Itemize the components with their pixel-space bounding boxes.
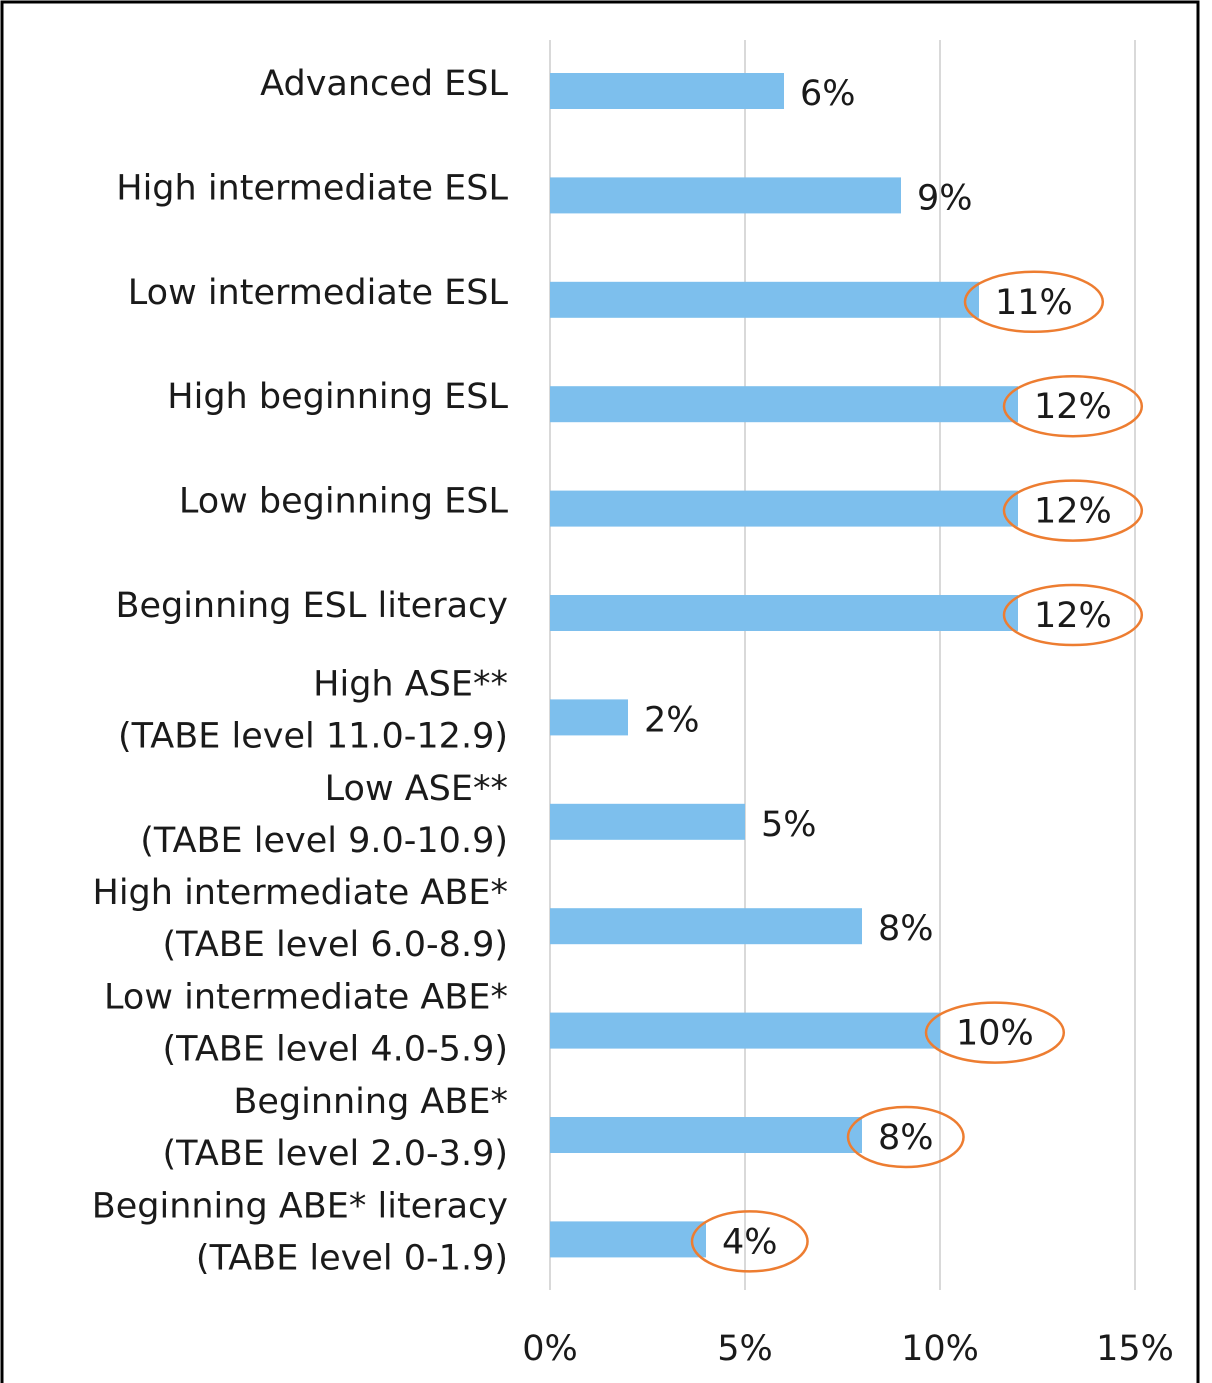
bar: [550, 73, 784, 109]
y-tick-label: Low beginning ESL: [179, 482, 509, 522]
bar: [550, 908, 862, 945]
bar: [550, 803, 745, 840]
y-tick-label: High ASE** (TABE level 11.0-12.9): [118, 664, 508, 756]
y-tick-label: Beginning ABE* literacy (TABE level 0-1.9…: [92, 1186, 508, 1278]
data-label: 11%: [995, 283, 1073, 323]
x-tick-label: 15%: [1096, 1329, 1174, 1369]
y-tick-label: Low ASE** (TABE level 9.0-10.9): [140, 769, 508, 861]
y-tick-label: Low intermediate ABE* (TABE level 4.0-5.9…: [104, 978, 508, 1070]
y-tick-label: High intermediate ESL: [116, 168, 508, 208]
highlight-circle: [1002, 479, 1144, 542]
y-tick-label: Beginning ABE* (TABE level 2.0-3.9): [163, 1082, 508, 1174]
bar: [550, 177, 901, 214]
data-label: 6%: [800, 74, 856, 114]
data-label: 5%: [761, 805, 817, 845]
bar: [550, 386, 1018, 423]
data-label: 10%: [956, 1014, 1034, 1054]
data-label: 12%: [1034, 387, 1112, 427]
highlight-circle: [1002, 374, 1144, 438]
bar: [550, 595, 1018, 631]
bar: [550, 490, 1018, 527]
bar: [550, 1117, 862, 1153]
highlight-circle: [924, 1001, 1066, 1064]
data-label: 8%: [878, 1118, 934, 1158]
y-tick-label: Beginning ESL literacy: [115, 586, 508, 626]
highlight-circle: [1002, 583, 1144, 647]
x-tick-label: 10%: [901, 1329, 979, 1369]
y-tick-label: High beginning ESL: [167, 377, 508, 417]
bar: [550, 1012, 940, 1049]
highlight-circle: [846, 1105, 965, 1169]
bar: [550, 1221, 706, 1258]
x-tick-label: 5%: [717, 1329, 773, 1369]
data-label: 2%: [644, 700, 700, 740]
bar: [550, 699, 628, 736]
x-tick-label: 0%: [522, 1329, 578, 1369]
y-tick-label: Advanced ESL: [260, 64, 508, 104]
data-label: 4%: [722, 1222, 778, 1262]
bar: [550, 281, 979, 318]
y-tick-label: Low intermediate ESL: [128, 273, 509, 313]
data-label: 9%: [917, 178, 973, 218]
data-label: 12%: [1034, 596, 1112, 636]
highlight-circle: [963, 270, 1105, 334]
y-tick-label: High intermediate ABE* (TABE level 6.0-8.…: [93, 873, 508, 965]
highlight-circle: [690, 1210, 809, 1273]
data-label: 12%: [1034, 492, 1112, 532]
data-label: 8%: [878, 909, 934, 949]
